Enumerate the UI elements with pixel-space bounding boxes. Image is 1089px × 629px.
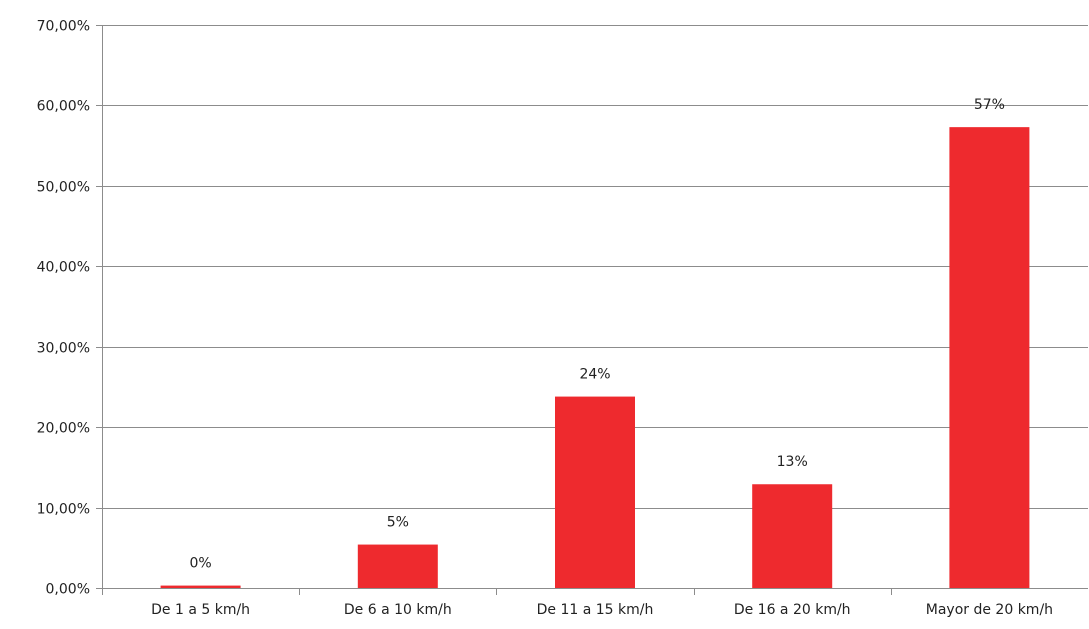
bar bbox=[357, 544, 438, 588]
data-labels: 0% 5% 24% 13% 57% bbox=[189, 97, 1004, 571]
y-tick-label: 30,00% bbox=[37, 341, 90, 357]
x-axis-categories: De 1 a 5 km/h De 6 a 10 km/h De 11 a 15 km… bbox=[151, 602, 1053, 618]
x-category-label: De 6 a 10 km/h bbox=[344, 602, 452, 618]
bars bbox=[160, 127, 1030, 588]
axes bbox=[102, 25, 1088, 595]
x-category-label: De 1 a 5 km/h bbox=[151, 602, 250, 618]
data-label: 57% bbox=[974, 97, 1005, 113]
x-category-label: Mayor de 20 km/h bbox=[926, 602, 1053, 618]
y-axis-ticks: 0,00% 10,00% 20,00% 30,00% 40,00% 50,00% 60,00… bbox=[37, 19, 102, 598]
x-category-label: De 16 a 20 km/h bbox=[734, 602, 851, 618]
data-label: 13% bbox=[777, 454, 808, 470]
y-tick-label: 20,00% bbox=[37, 421, 90, 437]
data-label: 0% bbox=[189, 556, 211, 572]
bar bbox=[555, 396, 635, 588]
y-tick-label: 60,00% bbox=[37, 99, 90, 115]
y-tick-label: 0,00% bbox=[46, 582, 90, 598]
bar bbox=[949, 127, 1030, 588]
data-label: 5% bbox=[387, 515, 409, 531]
bar bbox=[160, 585, 241, 588]
bar bbox=[752, 484, 833, 588]
data-label: 24% bbox=[579, 367, 610, 383]
gridlines bbox=[102, 25, 1088, 509]
y-tick-label: 70,00% bbox=[37, 19, 90, 35]
y-tick-label: 10,00% bbox=[37, 502, 90, 518]
x-category-label: De 11 a 15 km/h bbox=[537, 602, 654, 618]
y-tick-label: 40,00% bbox=[37, 260, 90, 276]
y-tick-label: 50,00% bbox=[37, 180, 90, 196]
